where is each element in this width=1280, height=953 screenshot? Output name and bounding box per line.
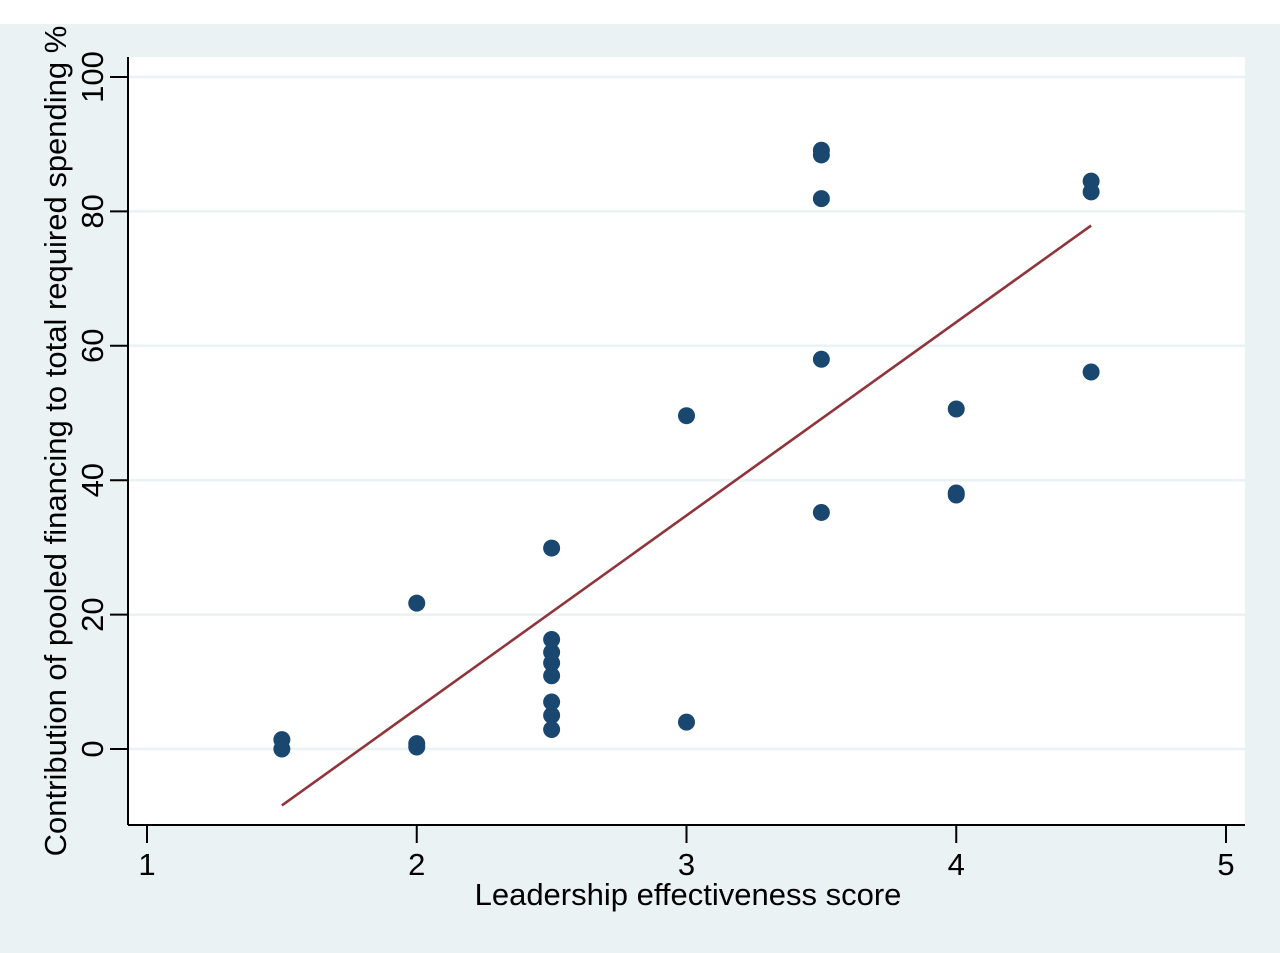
data-point [408, 594, 426, 612]
data-point [543, 539, 561, 557]
y-axis-title: Contribution of pooled financing to tota… [38, 26, 73, 857]
y-tick-label: 100 [75, 51, 110, 103]
x-tick-label: 4 [948, 847, 965, 882]
grid-lines [128, 75, 1245, 751]
y-tick-label: 80 [75, 194, 110, 228]
data-point [1082, 183, 1100, 201]
data-point [273, 740, 291, 758]
x-tick-label: 1 [138, 847, 155, 882]
data-point [543, 654, 561, 672]
data-point [1082, 363, 1100, 381]
y-tick-label: 0 [75, 740, 110, 757]
axes [110, 57, 1245, 843]
x-tick-label: 5 [1217, 847, 1234, 882]
x-tick-label: 3 [678, 847, 695, 882]
data-point [543, 630, 561, 648]
data-point [812, 350, 830, 368]
data-point [678, 407, 695, 425]
data-point [678, 713, 695, 731]
y-tick-label: 40 [75, 463, 110, 497]
data-point [408, 738, 426, 756]
data-point [543, 693, 561, 711]
data-points [273, 141, 1100, 758]
data-point [543, 667, 561, 685]
x-tick-label: 2 [408, 847, 425, 882]
x-axis-title: Leadership effectiveness score [475, 877, 902, 912]
plot-area [128, 57, 1245, 825]
data-point [947, 486, 965, 504]
data-point [812, 146, 830, 164]
fit-line [281, 224, 1092, 807]
data-point [812, 503, 830, 521]
fit-line-layer [281, 224, 1092, 807]
tick-labels: 1 2 3 4 5 0 20 40 60 80 100 [75, 51, 1235, 882]
data-point [543, 706, 561, 724]
y-tick-label: 20 [75, 597, 110, 631]
data-point [812, 190, 830, 208]
data-point [543, 721, 561, 739]
y-tick-label: 60 [75, 329, 110, 363]
data-point [947, 400, 965, 418]
